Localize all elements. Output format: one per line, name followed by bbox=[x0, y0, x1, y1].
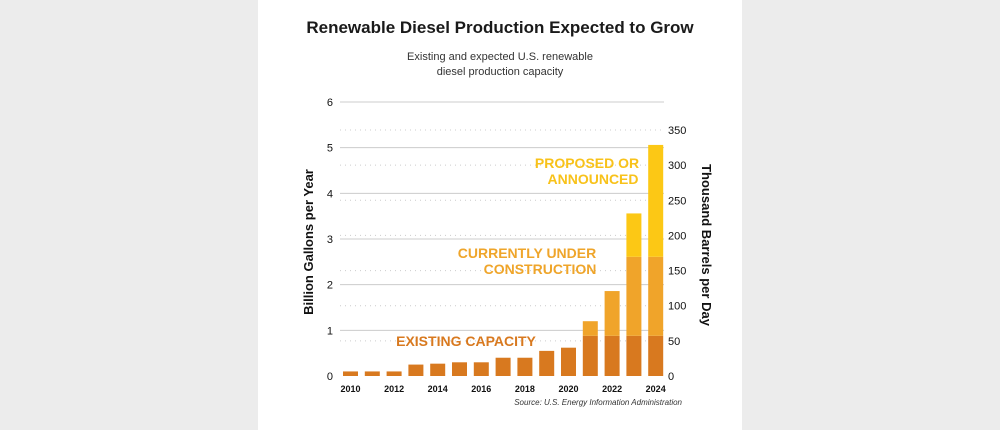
y2-tick-label: 0 bbox=[668, 371, 674, 383]
x-tick-label: 2020 bbox=[558, 384, 578, 394]
y-tick-label: 5 bbox=[327, 143, 333, 155]
y2-tick-label: 350 bbox=[668, 125, 686, 137]
y2-tick-label: 200 bbox=[668, 230, 686, 242]
annotation-construction-line-2: CONSTRUCTION bbox=[484, 261, 597, 277]
bar-existing bbox=[561, 347, 576, 376]
chart-subtitle: Existing and expected U.S. renewable die… bbox=[350, 50, 650, 80]
bar-proposed bbox=[626, 213, 642, 257]
y2-tick-label: 250 bbox=[668, 195, 686, 207]
bar-existing bbox=[582, 335, 598, 376]
bar-existing bbox=[343, 371, 358, 376]
bar-construction bbox=[626, 256, 642, 336]
y-tick-label: 1 bbox=[327, 325, 333, 337]
y-tick-label: 0 bbox=[327, 371, 333, 383]
x-tick-label: 2014 bbox=[428, 384, 448, 394]
y-tick-label: 4 bbox=[327, 188, 333, 200]
y-tick-label: 2 bbox=[327, 280, 333, 292]
annotation-proposed-line-2: ANNOUNCED bbox=[548, 171, 639, 187]
bar-construction bbox=[582, 321, 598, 336]
x-axis-ticks: 2010 2012 2014 2016 2018 2020 2022 2024 bbox=[340, 384, 665, 394]
bar-existing bbox=[648, 335, 664, 376]
x-tick-label: 2012 bbox=[384, 384, 404, 394]
annotation-existing: EXISTING CAPACITY bbox=[396, 333, 536, 349]
bar-existing bbox=[473, 362, 489, 376]
source-note: Source: U.S. Energy Information Administ… bbox=[514, 398, 682, 407]
bar-construction bbox=[604, 291, 620, 336]
annotation-proposed-line-1: PROPOSED OR bbox=[535, 155, 639, 171]
y-tick-label: 3 bbox=[327, 234, 333, 246]
bar-existing bbox=[386, 371, 402, 376]
y-axis-title: Billion Gallons per Year bbox=[301, 169, 316, 315]
subtitle-line-1: Existing and expected U.S. renewable bbox=[407, 51, 593, 63]
subtitle-line-2: diesel production capacity bbox=[436, 66, 564, 78]
y2-tick-label: 50 bbox=[668, 336, 680, 348]
x-tick-label: 2018 bbox=[515, 384, 535, 394]
right-axis-ticks: 0 50 100 150 200 250 300 350 bbox=[668, 125, 686, 383]
bar-proposed bbox=[648, 144, 664, 257]
y2-tick-label: 100 bbox=[668, 301, 686, 313]
y2-axis-title: Thousand Barrels per Day bbox=[699, 164, 714, 327]
y2-tick-label: 300 bbox=[668, 160, 686, 172]
bar-existing bbox=[408, 364, 424, 376]
x-tick-label: 2024 bbox=[646, 384, 666, 394]
bar-existing bbox=[430, 363, 446, 376]
bar-existing bbox=[517, 357, 533, 376]
bar-existing bbox=[626, 335, 642, 376]
gridlines bbox=[340, 101, 664, 342]
bar-existing bbox=[604, 335, 620, 376]
left-axis-ticks: 0 1 2 3 4 5 6 bbox=[327, 97, 333, 383]
chart-title: Renewable Diesel Production Expected to … bbox=[306, 18, 694, 37]
bar-existing bbox=[452, 362, 467, 376]
bar-existing bbox=[364, 371, 380, 376]
bars bbox=[343, 144, 664, 376]
y-tick-label: 6 bbox=[327, 97, 333, 109]
x-tick-label: 2010 bbox=[340, 384, 360, 394]
bar-existing bbox=[539, 350, 555, 376]
y2-tick-label: 150 bbox=[668, 266, 686, 278]
annotation-construction-line-1: CURRENTLY UNDER bbox=[458, 245, 596, 261]
bar-construction bbox=[648, 256, 664, 336]
x-tick-label: 2022 bbox=[602, 384, 622, 394]
bar-existing bbox=[495, 357, 511, 376]
x-tick-label: 2016 bbox=[471, 384, 491, 394]
